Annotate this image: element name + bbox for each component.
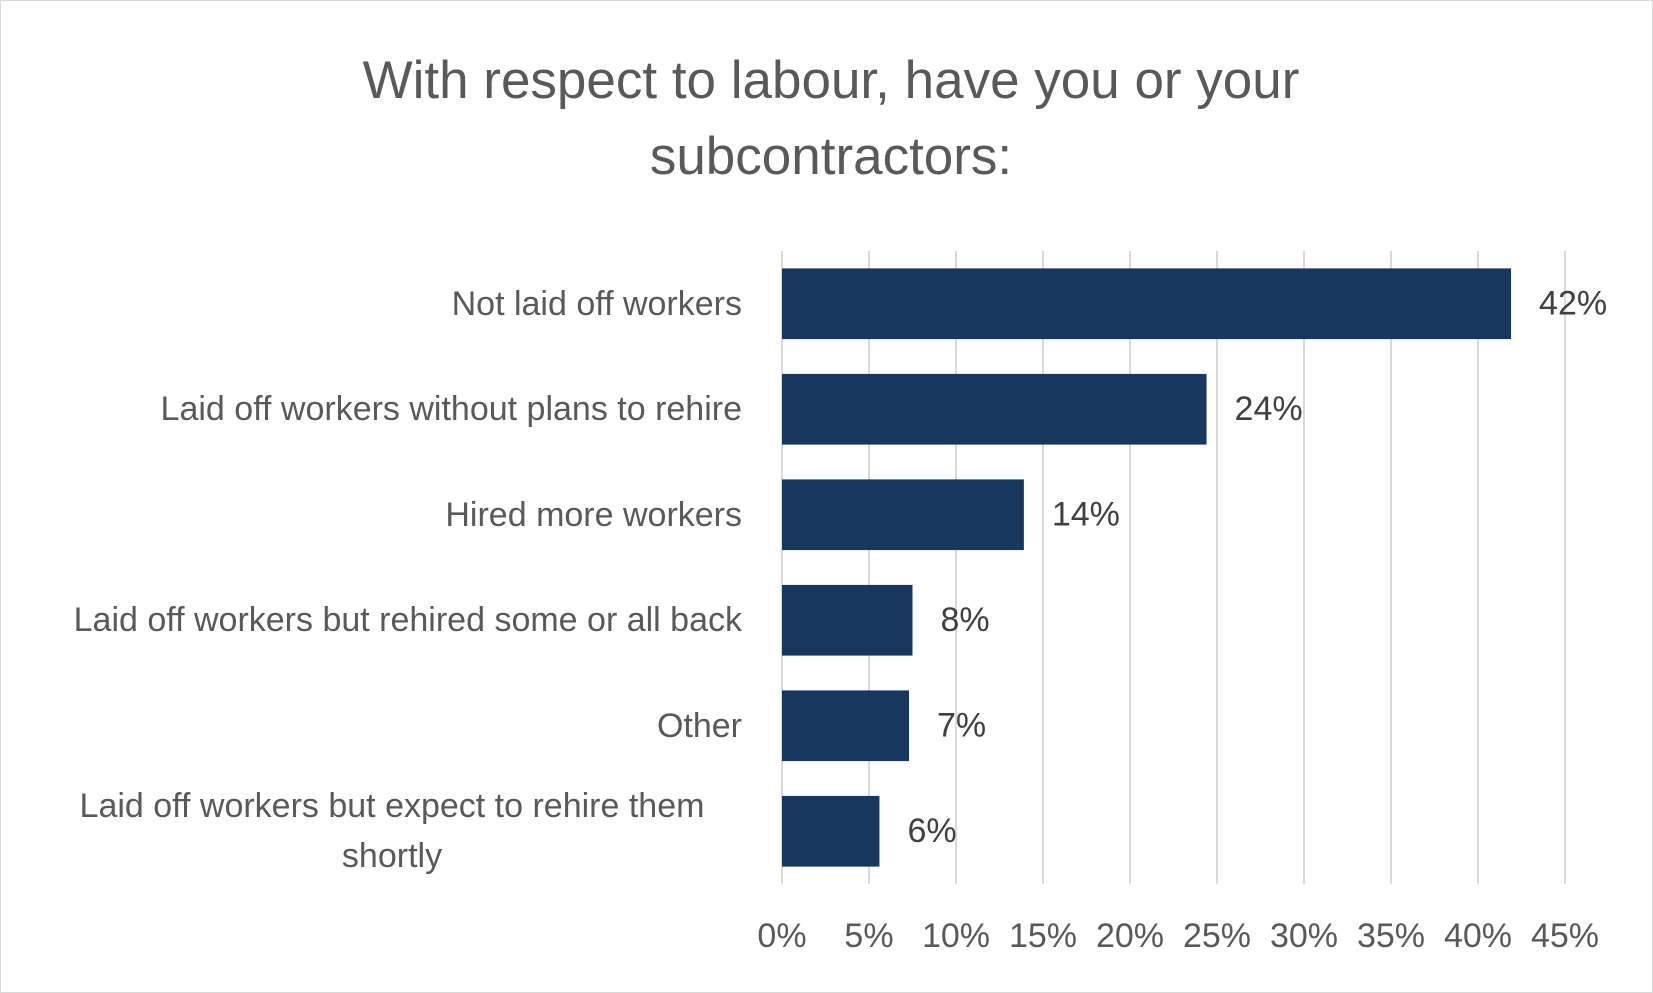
x-tick-label: 30%: [1270, 917, 1338, 955]
x-tick-label: 10%: [922, 917, 990, 955]
x-tick-label: 40%: [1444, 917, 1512, 955]
x-tick-label: 5%: [844, 917, 893, 955]
y-tick-label: Other: [656, 706, 742, 745]
x-tick-label: 15%: [1009, 917, 1077, 955]
value-label: 14%: [1052, 496, 1120, 534]
y-tick-label: Not laid off workers: [451, 284, 742, 323]
y-tick-label: Laid off workers without plans to rehire: [160, 390, 742, 429]
category-box: Laid off workers but rehired some or all…: [21, 568, 742, 674]
x-tick-label: 20%: [1096, 917, 1164, 955]
chart-title: With respect to labour, have you or your…: [362, 51, 1300, 186]
x-tick-label: 25%: [1183, 917, 1251, 955]
category-box: Laid off workers but expect to rehire th…: [21, 779, 742, 885]
category-box: Laid off workers without plans to rehire: [21, 357, 742, 463]
x-tick-label: 35%: [1357, 917, 1425, 955]
y-tick-label: Laid off workers but expect to rehire th…: [79, 787, 705, 876]
x-tick-label: 45%: [1531, 917, 1599, 955]
x-tick-label: 0%: [757, 917, 806, 955]
bar: [782, 373, 1207, 445]
value-label: 24%: [1235, 390, 1303, 428]
category-box: Other: [21, 673, 742, 779]
bar: [782, 584, 913, 656]
value-label: 8%: [941, 601, 990, 639]
bar: [782, 268, 1512, 340]
y-tick-label: Hired more workers: [445, 495, 742, 534]
bar: [782, 690, 910, 762]
value-label: 6%: [907, 812, 956, 850]
value-label: 42%: [1539, 285, 1607, 323]
bar: [782, 795, 880, 867]
value-label: 7%: [937, 707, 986, 745]
category-box: Not laid off workers: [21, 251, 742, 357]
category-box: Hired more workers: [21, 462, 742, 568]
bar: [782, 479, 1024, 551]
y-tick-label: Laid off workers but rehired some or all…: [73, 601, 742, 640]
